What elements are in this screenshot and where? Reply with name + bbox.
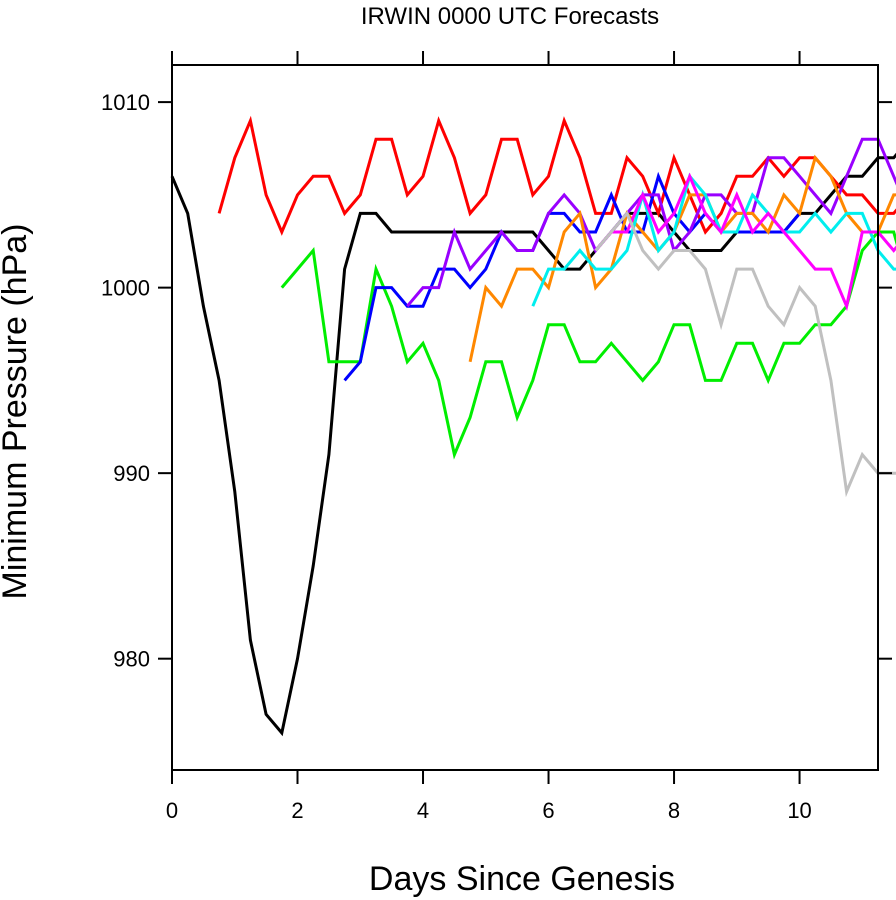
chart-title: IRWIN 0000 UTC Forecasts xyxy=(361,3,659,30)
x-axis-title: Days Since Genesis xyxy=(369,860,675,898)
y-tick-label: 1010 xyxy=(101,90,150,115)
y-tick-label: 1000 xyxy=(101,276,150,301)
series-line-9 xyxy=(594,210,896,498)
plot-frame xyxy=(171,64,879,771)
ticks-layer: 0 2 4 6 8 10 980 990 1000 1010 xyxy=(101,51,892,823)
series-layer xyxy=(170,115,896,737)
series-line-3 xyxy=(280,230,896,460)
series-line-7 xyxy=(531,173,896,307)
x-tick-label: 4 xyxy=(417,798,429,823)
x-tick-label: 10 xyxy=(787,798,811,823)
y-tick-label: 980 xyxy=(113,647,150,672)
x-tick-label: 8 xyxy=(668,798,680,823)
y-tick-label: 990 xyxy=(113,461,150,486)
series-line-8 xyxy=(594,172,896,312)
x-tick-label: 2 xyxy=(291,798,303,823)
y-axis-title: Minimum Pressure (hPa) xyxy=(0,224,34,600)
x-tick-label: 0 xyxy=(166,798,178,823)
x-tick-label: 6 xyxy=(542,798,554,823)
